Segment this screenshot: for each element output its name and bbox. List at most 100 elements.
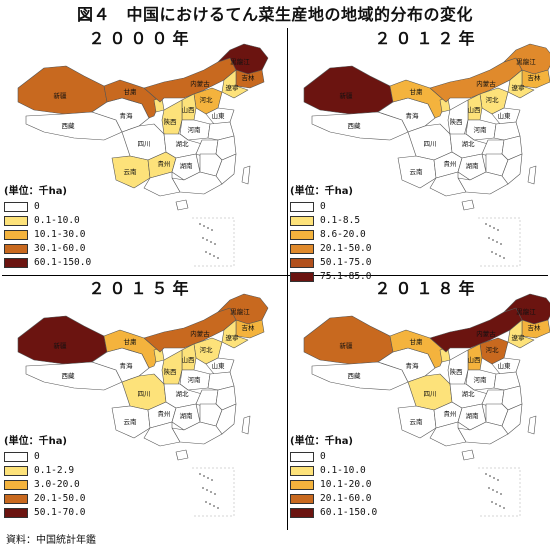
island-dot (485, 223, 487, 225)
island-dot (199, 223, 201, 225)
province-label-gansu: 甘粛 (410, 87, 424, 96)
legend-item: 20.1-50.0 (290, 242, 420, 256)
legend-swatch (4, 216, 28, 226)
province-label-liaoning: 遼寧 (226, 83, 240, 92)
legend-label: 60.1-150.0 (320, 507, 378, 518)
island-dot (500, 243, 502, 245)
legend-swatch (4, 480, 28, 490)
legend-swatch (290, 466, 314, 476)
legend-item: 0 (290, 200, 420, 214)
island-dot (485, 473, 487, 475)
legend-swatch (290, 272, 314, 282)
province-label-shaanxi: 陝西 (164, 367, 178, 376)
legend-swatch (290, 452, 314, 462)
legend-label: 0.1-8.5 (320, 215, 361, 226)
province-label-henan: 河南 (474, 375, 488, 384)
legend-swatch (4, 244, 28, 254)
province-anhui (481, 389, 505, 407)
province-taiwan (527, 165, 537, 185)
island-dot (207, 227, 209, 229)
province-shandong (491, 107, 521, 125)
legend-item: 0.1-8.5 (290, 214, 420, 228)
island-dot (210, 491, 212, 493)
legend-label: 8.6-20.0 (320, 229, 366, 240)
legend-label: 0.1-10.0 (34, 215, 80, 226)
province-label-hunan: 湖南 (466, 161, 480, 170)
province-label-shaanxi: 陝西 (164, 117, 178, 126)
island-dot (213, 255, 215, 257)
province-label-jilin: 吉林 (528, 73, 542, 82)
island-dot (211, 229, 213, 231)
province-shandong (491, 357, 521, 375)
map-panel-2015: ２０１５年 新疆 内蒙古 黒龍江 吉林 遼寧 河北 山西 山東 河南 青海 西藏 四川 云南 貴州 湖北 湖南 甘… (4, 278, 278, 526)
island-dot (499, 505, 501, 507)
legend-item: 30.1-60.0 (4, 242, 134, 256)
legend-swatch (4, 466, 28, 476)
province-label-liaoning: 遼寧 (512, 83, 526, 92)
legend-item: 0.1-10.0 (4, 214, 134, 228)
island-dot (503, 507, 505, 509)
province-label-guizhou: 貴州 (444, 409, 457, 418)
map-panel-2012: ２０１２年 新疆 内蒙古 黒龍江 吉林 遼寧 河北 山西 山東 河南 青海 西藏 四川 云南 貴州 湖北 湖南 甘… (290, 28, 550, 282)
legend-swatch (4, 258, 28, 268)
legend-label: 10.1-30.0 (34, 229, 86, 240)
province-label-yunnan: 云南 (124, 417, 138, 426)
island-dot (495, 503, 497, 505)
province-label-xinjiang: 新疆 (54, 341, 68, 350)
island-dot (206, 489, 208, 491)
province-label-tibet: 西藏 (348, 121, 362, 130)
province-hainan (461, 199, 475, 211)
south-china-sea-inset (192, 217, 235, 267)
province-hainan (175, 449, 189, 461)
legend-title: (単位：千ha) (290, 186, 354, 197)
province-label-henan: 河南 (188, 125, 202, 134)
province-guangdong (171, 421, 223, 445)
legend: (単位：千ha) 0 0.1-8.5 8.6-20.0 20.1-50.0 50.1-75… (290, 184, 420, 284)
legend-item: 10.1-20.0 (290, 478, 420, 492)
island-dot (499, 255, 501, 257)
province-label-neimenggu: 内蒙古 (190, 329, 210, 338)
province-xinjiang (17, 315, 108, 365)
island-dot (489, 225, 491, 227)
province-label-heilongjiang: 黒龍江 (230, 57, 250, 66)
legend-item: 0.1-2.9 (4, 464, 134, 478)
island-dot (497, 479, 499, 481)
island-dot (209, 503, 211, 505)
province-label-shanxi: 山西 (182, 355, 196, 364)
legend-item: 3.0-20.0 (4, 478, 134, 492)
legend-label: 20.1-60.0 (320, 493, 372, 504)
legend-swatch (290, 508, 314, 518)
legend-label: 0 (320, 201, 326, 212)
legend-label: 30.1-60.0 (34, 243, 86, 254)
province-guangxi (429, 171, 467, 197)
legend-swatch (4, 452, 28, 462)
province-tibet (311, 361, 409, 391)
island-dot (491, 251, 493, 253)
island-dot (211, 479, 213, 481)
panel-divider-vertical (287, 28, 288, 530)
island-dot (217, 257, 219, 259)
island-dot (488, 487, 490, 489)
island-dot (206, 239, 208, 241)
island-dot (213, 505, 215, 507)
province-label-hubei: 湖北 (462, 389, 476, 398)
legend-item: 0 (290, 450, 420, 464)
province-label-heilongjiang: 黒龍江 (516, 307, 536, 316)
legend-label: 3.0-20.0 (34, 479, 80, 490)
legend-item: 60.1-150.0 (290, 506, 420, 520)
legend-item: 8.6-20.0 (290, 228, 420, 242)
island-dot (500, 493, 502, 495)
province-label-guizhou: 貴州 (444, 159, 457, 168)
legend-label: 0 (34, 201, 40, 212)
island-dot (496, 491, 498, 493)
province-taiwan (241, 415, 251, 435)
legend-label: 10.1-20.0 (320, 479, 372, 490)
legend-item: 20.1-60.0 (290, 492, 420, 506)
province-guangxi (143, 421, 181, 447)
map-panel-2018: ２０１８年 新疆 内蒙古 黒龍江 吉林 遼寧 河北 山西 山東 河南 青海 西藏 四川 云南 貴州 湖北 湖南 甘… (290, 278, 550, 526)
legend-swatch (290, 244, 314, 254)
island-dot (202, 487, 204, 489)
legend-label: 50.1-75.0 (320, 257, 372, 268)
island-dot (491, 501, 493, 503)
